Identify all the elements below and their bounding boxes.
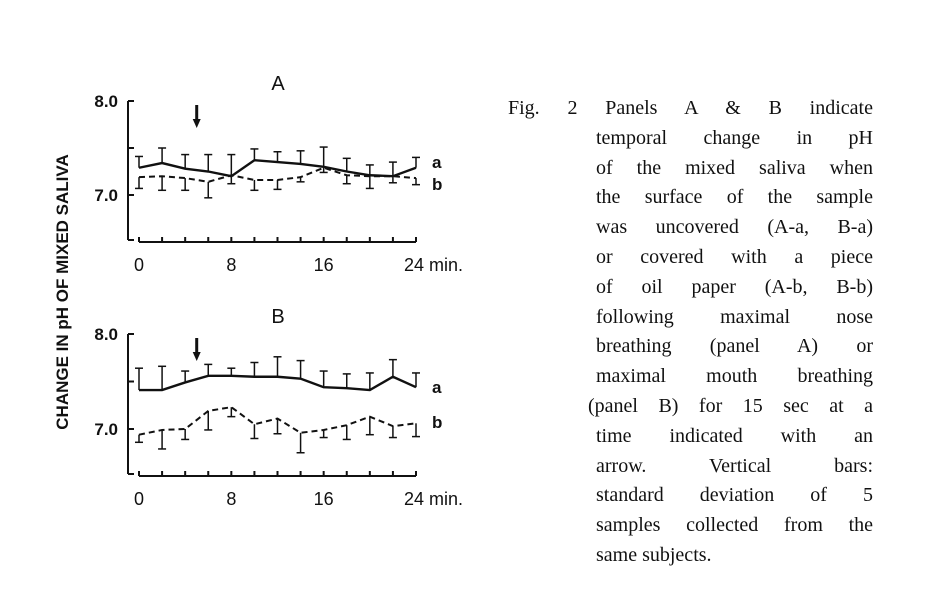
y-tick-label: 8.0 bbox=[94, 325, 118, 344]
y-tick-label: 7.0 bbox=[94, 186, 118, 205]
x-tick-label: 24 min. bbox=[404, 489, 463, 509]
caption-line: the surface of the sample bbox=[596, 186, 873, 209]
arrow-head-icon bbox=[192, 119, 201, 128]
x-tick-label: 0 bbox=[134, 255, 144, 275]
caption-line: was uncovered (A-a, B-a) bbox=[596, 216, 873, 239]
x-tick-label: 24 min. bbox=[404, 255, 463, 275]
caption-line: Fig. 2 Panels A & B indicate bbox=[508, 97, 873, 119]
panel-b: B 8.0 7.0 0 8 16 24 min. ab bbox=[94, 306, 463, 509]
caption-line: temporal change in pH bbox=[596, 126, 873, 149]
arrow-head-icon bbox=[192, 352, 201, 361]
series-label-a: a bbox=[432, 153, 442, 172]
caption-line: of oil paper (A-b, B-b) bbox=[596, 275, 873, 298]
x-tick-label: 0 bbox=[134, 489, 144, 509]
caption-line: or covered with a piece bbox=[596, 246, 873, 268]
caption-line: breathing (panel A) or bbox=[596, 335, 873, 358]
caption-line: maximal mouth breathing bbox=[596, 365, 873, 388]
x-tick-label: 16 bbox=[314, 255, 334, 275]
series-label-b: b bbox=[432, 175, 442, 194]
caption-line: following maximal nose bbox=[596, 305, 873, 328]
panel-title: A bbox=[271, 73, 285, 95]
x-tick-label: 16 bbox=[314, 489, 334, 509]
y-axis-label: CHANGE IN pH OF MIXED SALIVA bbox=[53, 154, 72, 429]
series-label-a: a bbox=[432, 378, 442, 397]
series-line-a bbox=[139, 374, 417, 392]
series-label-b: b bbox=[432, 413, 442, 432]
caption-line: (panel B) for 15 sec at a bbox=[588, 395, 873, 417]
caption-line: of the mixed saliva when bbox=[596, 156, 873, 179]
series-line-a bbox=[138, 158, 417, 178]
y-tick-label: 8.0 bbox=[94, 92, 118, 111]
caption-line: standard deviation of 5 bbox=[596, 484, 873, 507]
panel-title: B bbox=[271, 306, 284, 328]
y-tick-label: 7.0 bbox=[94, 420, 118, 439]
caption-line: same subjects. bbox=[596, 544, 712, 566]
x-tick-label: 8 bbox=[226, 489, 236, 509]
caption-line: arrow. Vertical bars: bbox=[596, 454, 873, 477]
panel-a: A 8.0 7.0 0 8 16 24 min. ab bbox=[94, 73, 463, 275]
x-tick-label: 8 bbox=[226, 255, 236, 275]
caption-line: samples collected from the bbox=[596, 514, 873, 537]
caption-line: time indicated with an bbox=[596, 424, 873, 447]
